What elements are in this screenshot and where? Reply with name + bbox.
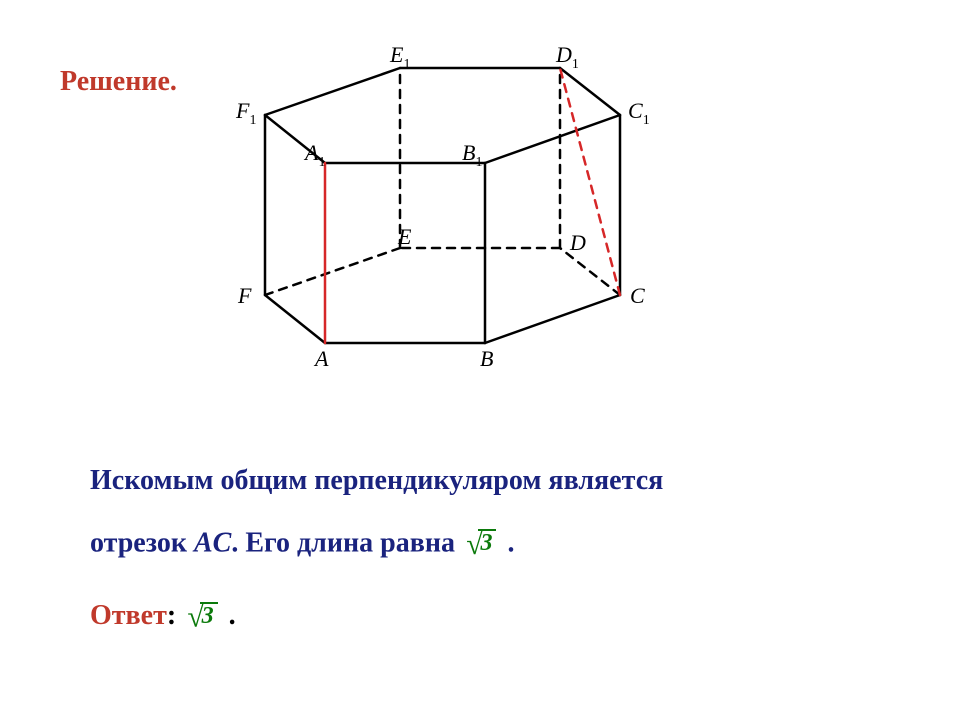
sqrt-answer: √3 — [187, 600, 217, 635]
sqrt-body: √3 — [466, 512, 496, 578]
svg-text:A1: A1 — [303, 140, 325, 170]
answer-colon: : — [167, 600, 176, 631]
slide: Решение. A1B1C1D1E1F1ABCDEF Искомым общи… — [0, 0, 960, 720]
heading-solution: Решение. — [60, 66, 177, 98]
svg-text:F1: F1 — [235, 98, 256, 128]
svg-text:A: A — [313, 346, 329, 371]
svg-text:D: D — [569, 230, 586, 255]
segment-ac: AC — [194, 527, 231, 558]
answer-tail: . — [222, 600, 236, 631]
body-line2a: отрезок — [90, 527, 194, 558]
answer-line: Ответ: √3 . — [90, 600, 236, 635]
svg-text:C1: C1 — [628, 98, 650, 128]
solution-body: Искомым общим перпендикуляром является о… — [90, 450, 890, 578]
svg-text:C: C — [630, 283, 645, 308]
svg-text:B1: B1 — [462, 140, 482, 170]
body-line2c: . — [500, 527, 514, 558]
answer-label: Ответ — [90, 600, 167, 631]
body-line2b: . Его длина равна — [231, 527, 462, 558]
svg-text:B: B — [480, 346, 493, 371]
body-line1: Искомым общим перпендикуляром является — [90, 465, 663, 496]
svg-text:E: E — [397, 224, 412, 249]
prism-diagram: A1B1C1D1E1F1ABCDEF — [230, 40, 690, 380]
svg-text:F: F — [237, 283, 252, 308]
